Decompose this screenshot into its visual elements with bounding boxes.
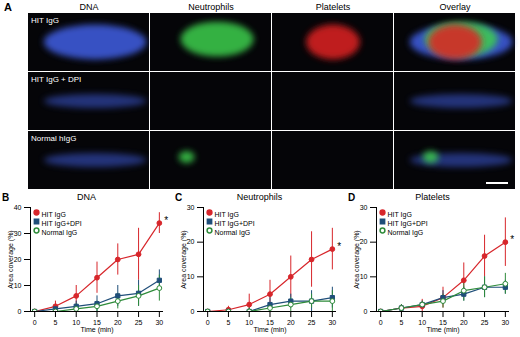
svg-text:20: 20 xyxy=(287,319,295,326)
html-text:C: C xyxy=(175,192,183,203)
svg-text:Time (min): Time (min) xyxy=(253,326,286,334)
svg-text:Time (min): Time (min) xyxy=(80,326,113,334)
svg-text:HIT IgG+DPI: HIT IgG+DPI xyxy=(388,220,428,228)
svg-text:0: 0 xyxy=(206,319,210,326)
html-text:Platelets: Platelets xyxy=(415,192,450,202)
svg-text:DNA: DNA xyxy=(79,2,98,12)
svg-text:HIT IgG: HIT IgG xyxy=(31,16,59,25)
svg-text:25: 25 xyxy=(135,319,143,326)
svg-text:0: 0 xyxy=(191,308,195,315)
svg-text:15: 15 xyxy=(93,319,101,327)
svg-text:20: 20 xyxy=(360,238,368,245)
svg-text:0: 0 xyxy=(379,319,383,326)
svg-text:30: 30 xyxy=(14,230,22,237)
html-text:D: D xyxy=(348,192,356,203)
svg-text:HIT IgG: HIT IgG xyxy=(388,211,412,219)
svg-text:Area coverage (%): Area coverage (%) xyxy=(353,230,361,288)
svg-text:Normal IgG: Normal IgG xyxy=(388,229,424,237)
svg-text:10: 10 xyxy=(418,319,426,326)
svg-text:Area coverage (%): Area coverage (%) xyxy=(7,230,15,288)
svg-text:30: 30 xyxy=(187,204,195,211)
svg-text:15: 15 xyxy=(439,319,447,327)
svg-text:*: * xyxy=(510,234,514,245)
svg-text:Platelets: Platelets xyxy=(316,2,351,12)
svg-text:10: 10 xyxy=(72,319,80,326)
svg-text:15: 15 xyxy=(266,319,274,327)
svg-text:*: * xyxy=(337,241,341,252)
svg-text:A: A xyxy=(4,1,12,13)
svg-text:5: 5 xyxy=(53,319,57,326)
svg-text:20: 20 xyxy=(14,256,22,263)
svg-text:20: 20 xyxy=(187,238,195,245)
svg-text:*: * xyxy=(164,215,168,226)
svg-text:10: 10 xyxy=(360,273,368,280)
html-text:Neutrophils: Neutrophils xyxy=(236,192,283,202)
svg-text:HIT IgG: HIT IgG xyxy=(42,211,66,219)
svg-text:30: 30 xyxy=(155,319,163,326)
svg-text:30: 30 xyxy=(360,204,368,211)
svg-text:30: 30 xyxy=(501,319,509,326)
html-text:DNA: DNA xyxy=(77,192,96,202)
svg-text:10: 10 xyxy=(14,282,22,289)
svg-text:Normal IgG: Normal IgG xyxy=(42,229,78,237)
svg-text:25: 25 xyxy=(308,319,316,326)
svg-text:Time (min): Time (min) xyxy=(426,326,459,334)
svg-text:Area coverage (%): Area coverage (%) xyxy=(180,230,188,288)
svg-text:30: 30 xyxy=(328,319,336,326)
svg-text:HIT IgG: HIT IgG xyxy=(215,211,239,219)
svg-text:5: 5 xyxy=(226,319,230,326)
svg-text:HIT IgG+DPI: HIT IgG+DPI xyxy=(42,220,82,228)
svg-text:10: 10 xyxy=(245,319,253,326)
svg-text:5: 5 xyxy=(399,319,403,326)
svg-text:HIT IgG+DPI: HIT IgG+DPI xyxy=(215,220,255,228)
svg-text:Overlay: Overlay xyxy=(439,2,471,12)
svg-text:20: 20 xyxy=(114,319,122,326)
html-text:B: B xyxy=(2,192,10,203)
svg-text:40: 40 xyxy=(14,204,22,211)
svg-text:0: 0 xyxy=(18,308,22,315)
svg-text:25: 25 xyxy=(481,319,489,326)
svg-text:20: 20 xyxy=(460,319,468,326)
svg-text:0: 0 xyxy=(33,319,37,326)
svg-text:Neutrophils: Neutrophils xyxy=(188,2,234,12)
svg-text:HIT IgG + DPI: HIT IgG + DPI xyxy=(31,75,81,84)
svg-text:Normal IgG: Normal IgG xyxy=(215,229,251,237)
svg-text:0: 0 xyxy=(364,308,368,315)
svg-text:10: 10 xyxy=(187,273,195,280)
svg-text:Normal hIgG: Normal hIgG xyxy=(31,134,76,143)
